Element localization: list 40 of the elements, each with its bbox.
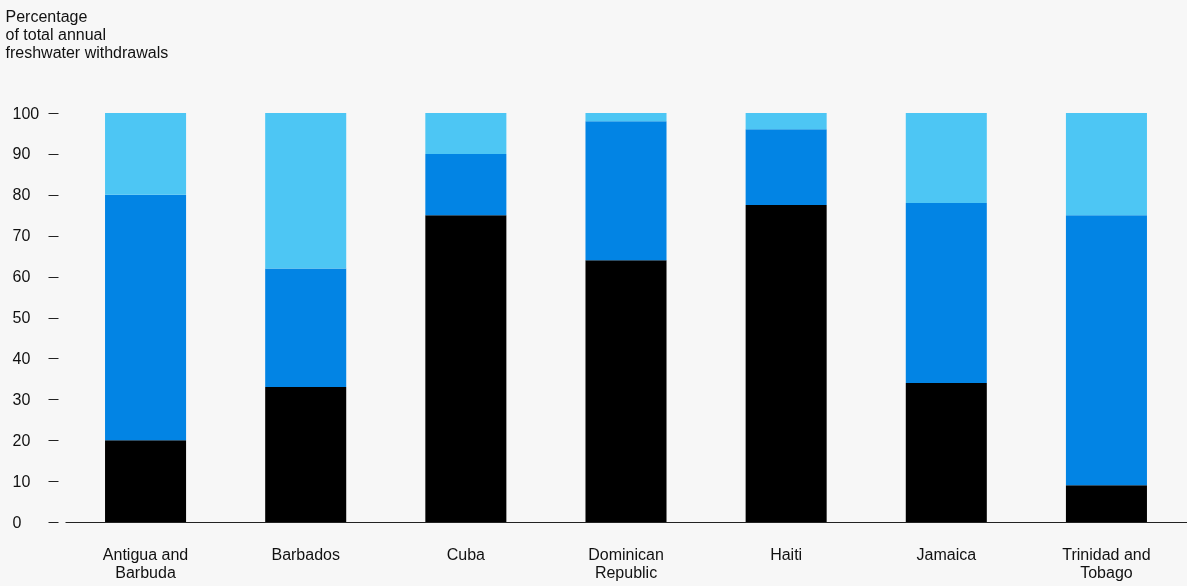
- x-tick-label: Trinidad and Tobago: [1062, 545, 1151, 581]
- bar: [585, 113, 667, 122]
- bar: [105, 194, 187, 441]
- bar: [1065, 113, 1147, 216]
- x-tick-label: Dominican Republic: [588, 545, 664, 581]
- y-tick-label: 90: [12, 145, 31, 163]
- bar: [905, 113, 987, 203]
- y-tick-label: 100: [12, 104, 40, 122]
- bar: [105, 113, 187, 195]
- bar: [745, 129, 827, 206]
- y-tick-label: 0: [12, 513, 22, 531]
- bar: [1065, 485, 1147, 522]
- y-tick-label: 20: [12, 431, 31, 449]
- bar: [425, 113, 507, 154]
- y-tick-label: 80: [12, 186, 31, 204]
- bar: [745, 205, 827, 522]
- bar: [425, 215, 507, 522]
- x-tick-label: Cuba: [446, 545, 486, 563]
- x-tick-label: Jamaica: [916, 545, 977, 563]
- bar: [265, 268, 347, 388]
- y-tick-label: 60: [12, 268, 31, 286]
- x-tick-label: Haiti: [770, 545, 803, 563]
- bar: [585, 121, 667, 261]
- y-tick-label: 30: [12, 390, 31, 408]
- bar: [265, 113, 347, 269]
- y-axis-title: Percentage of total annual freshwater withdrawals: [5, 7, 169, 61]
- y-tick-label: 70: [12, 227, 31, 245]
- bar: [905, 382, 987, 522]
- y-tick-label: 10: [12, 472, 31, 490]
- bar: [425, 153, 507, 216]
- bar: [105, 440, 187, 522]
- x-tick-label: Barbados: [271, 545, 340, 563]
- bar: [1065, 215, 1147, 486]
- y-tick-label: 40: [12, 349, 31, 367]
- bar: [905, 202, 987, 383]
- bar: [585, 260, 667, 522]
- bar: [745, 113, 827, 130]
- bar: [265, 387, 347, 522]
- x-tick-label: Antigua and Barbuda: [102, 545, 189, 581]
- y-tick-label: 50: [12, 309, 31, 326]
